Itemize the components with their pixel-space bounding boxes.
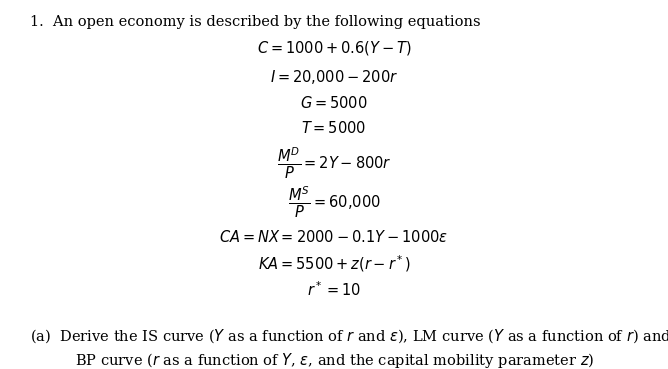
- Text: $\dfrac{M^S}{P} = 60{,}000$: $\dfrac{M^S}{P} = 60{,}000$: [288, 184, 380, 220]
- Text: 1.  An open economy is described by the following equations: 1. An open economy is described by the f…: [30, 15, 481, 29]
- Text: $C = 1000 + 0.6(Y - T)$: $C = 1000 + 0.6(Y - T)$: [257, 39, 411, 57]
- Text: BP curve ($r$ as a function of $Y$, $\varepsilon$, and the capital mobility para: BP curve ($r$ as a function of $Y$, $\va…: [75, 351, 595, 369]
- Text: $r^* = 10$: $r^* = 10$: [307, 280, 361, 299]
- Text: $CA = NX = 2000 - 0.1Y - 1000\varepsilon$: $CA = NX = 2000 - 0.1Y - 1000\varepsilon…: [220, 229, 448, 245]
- Text: $I = 20{,}000 - 200r$: $I = 20{,}000 - 200r$: [270, 69, 398, 86]
- Text: $KA = 5500 + z(r - r^*)$: $KA = 5500 + z(r - r^*)$: [258, 254, 410, 274]
- Text: $\dfrac{M^D}{P} = 2Y - 800r$: $\dfrac{M^D}{P} = 2Y - 800r$: [277, 145, 391, 181]
- Text: $T = 5000$: $T = 5000$: [301, 120, 367, 137]
- Text: $G = 5000$: $G = 5000$: [300, 95, 368, 111]
- Text: (a)  Derive the IS curve ($Y$ as a function of $r$ and $\varepsilon$), LM curve : (a) Derive the IS curve ($Y$ as a functi…: [30, 328, 668, 345]
